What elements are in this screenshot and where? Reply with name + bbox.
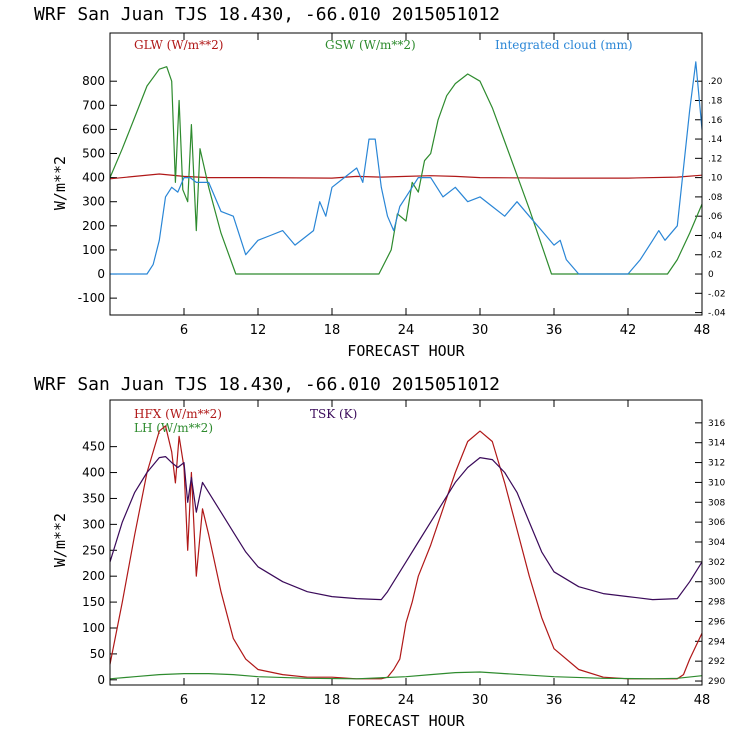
p2-ytick-label: 400 (82, 466, 105, 480)
legend-cloud: Integrated cloud (mm) (495, 38, 633, 52)
p1-y2tick-label: .16 (708, 116, 723, 126)
p2-y2tick-label: 316 (708, 419, 725, 429)
panel-1-xlabel: FORECAST HOUR (347, 342, 465, 360)
p1-y2tick-label: .20 (708, 77, 723, 87)
p1-y2tick-label: .14 (708, 135, 723, 145)
p1-series-gsw-line (109, 66, 703, 275)
p1-ytick-label: 800 (82, 74, 105, 88)
panel-1-series (109, 61, 703, 275)
p2-ytick-label: 0 (97, 673, 105, 687)
p1-y2tick-label: .08 (708, 193, 723, 203)
p1-y2tick-label: .18 (708, 96, 723, 106)
p2-y2tick-label: 296 (708, 617, 725, 627)
p2-xtick-label: 24 (398, 693, 415, 708)
panel-2-title: WRF San Juan TJS 18.430, -66.010 2015051… (34, 374, 500, 395)
p2-y2tick-label: 300 (708, 578, 725, 588)
panel-1-title: WRF San Juan TJS 18.430, -66.010 2015051… (34, 4, 500, 25)
p1-ytick-label: 500 (82, 147, 105, 161)
p2-xtick-label: 6 (180, 693, 188, 708)
p2-xtick-label: 30 (472, 693, 489, 708)
p1-y2tick-label: .10 (708, 174, 723, 184)
p1-y2tick-label: .12 (708, 154, 722, 164)
p2-y2tick-label: 312 (708, 459, 725, 469)
p2-xtick-label: 36 (546, 693, 563, 708)
panel-2-ylabel: W/m**2 (51, 513, 69, 567)
legend-lh: LH (W/m**2) (134, 421, 213, 435)
legend-glw: GLW (W/m**2) (134, 38, 223, 52)
legend-gsw: GSW (W/m**2) (325, 38, 416, 52)
panel-1: WRF San Juan TJS 18.430, -66.010 2015051… (34, 4, 726, 360)
p1-series-integrated-line (110, 61, 703, 275)
p2-y2tick-label: 294 (708, 637, 725, 647)
panel-2: WRF San Juan TJS 18.430, -66.010 2015051… (34, 374, 725, 730)
p2-series-lh-line (109, 671, 703, 680)
p2-ytick-label: 250 (82, 543, 105, 557)
p2-xtick-label: 18 (324, 693, 341, 708)
p2-series-hfx-line (109, 425, 703, 680)
panel-1-ticks: 6 12 18 24 30 36 42 48 -100 0 100 200 300 400 500 600 70… (78, 33, 726, 338)
p2-xtick-label: 12 (250, 693, 267, 708)
p2-ytick-label: 350 (82, 491, 105, 505)
p1-xtick-label: 42 (620, 323, 637, 338)
p2-xtick-label: 42 (620, 693, 637, 708)
p1-ytick-label: -100 (78, 291, 105, 305)
p2-y2tick-label: 302 (708, 558, 725, 568)
p2-ytick-label: 300 (82, 517, 105, 531)
p2-y2tick-label: 310 (708, 478, 725, 488)
p1-xtick-label: 6 (180, 323, 188, 338)
panel-2-series (109, 425, 703, 680)
p2-y2tick-label: 304 (708, 538, 725, 548)
p1-y2tick-label: .06 (708, 212, 723, 222)
p1-y2tick-label: .02 (708, 251, 722, 261)
p2-y2tick-label: 306 (708, 518, 725, 528)
p2-ytick-label: 50 (90, 647, 105, 661)
panel-2-ticks: 6 12 18 24 30 36 42 48 0 50 100 150 200 250 300 350 400 4… (82, 400, 725, 708)
p2-y2tick-label: 290 (708, 677, 725, 687)
p1-ytick-label: 400 (82, 171, 105, 185)
p1-y2tick-label: -.04 (708, 309, 726, 319)
p1-xtick-label: 30 (472, 323, 489, 338)
p2-y2tick-label: 308 (708, 498, 725, 508)
p1-y2tick-label: .04 (708, 231, 723, 241)
p2-y2tick-label: 298 (708, 598, 725, 608)
legend-tsk: TSK (K) (310, 407, 357, 421)
p1-ytick-label: 600 (82, 122, 105, 136)
legend-hfx: HFX (W/m**2) (134, 407, 222, 421)
panel-2-xlabel: FORECAST HOUR (347, 712, 465, 730)
p1-xtick-label: 48 (694, 323, 711, 338)
p2-ytick-label: 200 (82, 569, 105, 583)
p2-y2tick-label: 292 (708, 657, 725, 667)
p2-ytick-label: 100 (82, 621, 105, 635)
p1-xtick-label: 24 (398, 323, 415, 338)
p1-xtick-label: 12 (250, 323, 267, 338)
p1-ytick-label: 0 (97, 267, 105, 281)
p1-xtick-label: 18 (324, 323, 341, 338)
p2-ytick-label: 150 (82, 595, 105, 609)
p1-xtick-label: 36 (546, 323, 563, 338)
p1-ytick-label: 700 (82, 98, 105, 112)
p2-ytick-label: 450 (82, 440, 105, 454)
p2-y2tick-label: 314 (708, 439, 725, 449)
p2-series-tsk-line (109, 456, 703, 601)
p1-y2tick-label: 0 (708, 270, 714, 280)
p2-xtick-label: 48 (694, 693, 711, 708)
p1-ytick-label: 300 (82, 195, 105, 209)
panel-2-frame (109, 399, 703, 686)
panel-1-frame (109, 32, 703, 316)
p1-ytick-label: 100 (82, 243, 105, 257)
p1-ytick-label: 200 (82, 219, 105, 233)
panel-1-ylabel: W/m**2 (51, 156, 69, 210)
p1-y2tick-label: -.02 (708, 289, 726, 299)
